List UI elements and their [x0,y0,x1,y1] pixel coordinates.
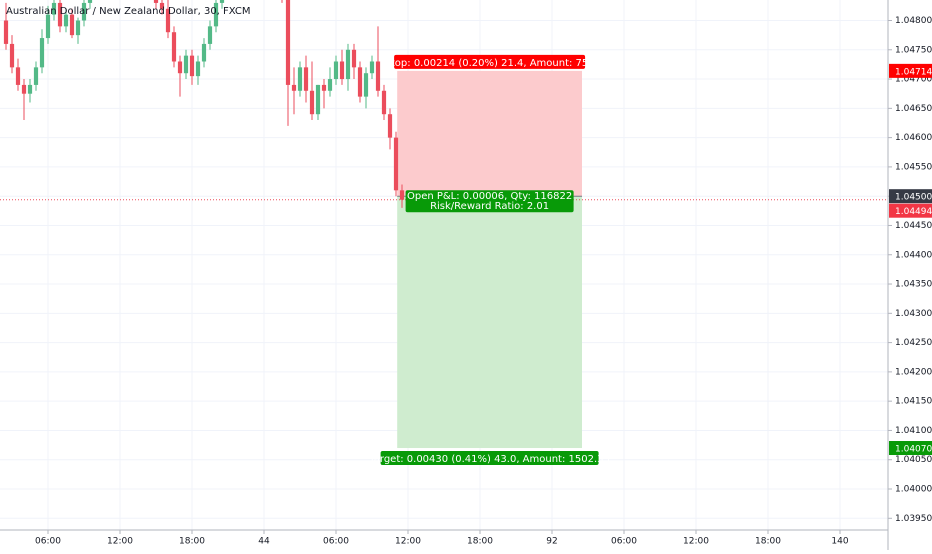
candle-body [297,67,303,91]
x-tick-label: 44 [258,537,270,547]
y-tick-label: 1.04100 [895,426,932,436]
candle-body [87,0,93,3]
candles [3,0,405,208]
target-zone [397,196,582,449]
y-tick-label: 1.04400 [895,250,932,260]
entry-price-tag: 1.04500 [895,193,932,203]
candle-body [57,2,63,27]
candle-body [213,2,219,27]
candle-body [351,49,357,68]
candle-body [195,61,201,77]
x-tick-label: 92 [546,537,557,547]
y-tick-label: 1.04700 [895,75,932,85]
candle-body [9,43,15,68]
candle-body [39,38,45,68]
pnl-box [405,190,574,213]
x-tick-label: 06:00 [35,537,61,547]
candle-body [15,67,21,85]
candle-body [321,84,327,91]
candle-body [81,2,87,21]
y-tick-label: 1.04450 [895,221,932,231]
candle-body [3,20,9,44]
candle-body [171,32,177,62]
y-tick-label: 1.04600 [895,133,932,143]
x-tick-label: 18:00 [755,537,781,547]
last-price-tag-box [889,203,932,218]
candle-body [183,55,189,74]
y-tick-label: 1.04250 [895,338,932,348]
candle-body [291,84,297,91]
candle-body [303,67,309,91]
candle-body [27,84,33,94]
candle-body [21,84,27,94]
pnl-label: Open P&L: 0.00006, Qty: 116822 [407,191,572,202]
candle-body [165,8,171,33]
candle-body [357,67,363,97]
candle-body [333,61,339,80]
candle-body [315,84,321,115]
stop-label: Stop: 0.00214 (0.20%) 21.4, Amount: 750 [385,58,595,69]
candle-body [33,67,39,85]
entry-price-tag-box [889,189,932,204]
x-tick-label: 140 [831,537,848,547]
stop-zone [397,70,582,197]
x-tick-label: 12:00 [395,537,421,547]
stop-label-box [394,54,586,69]
target-label: Target: 0.00430 (0.41%) 43.0, Amount: 15… [368,454,610,465]
y-tick-label: 1.04050 [895,455,932,465]
candle-body [177,61,183,74]
x-tick-label: 12:00 [683,537,709,547]
axes: 1.04800 1.04750 1.04700 1.04650 1.04600 1.045… [35,16,932,547]
candle-body [375,61,381,91]
chart-title: Australian Dollar / New Zealand Dollar, … [6,6,251,17]
x-tick-label: 06:00 [611,537,637,547]
candle-body [207,26,213,44]
x-tick-label: 06:00 [323,537,349,547]
y-tick-label: 1.03950 [895,514,932,524]
target-price-tag: 1.04070 [895,445,932,455]
candle-body [399,190,405,200]
candle-body [309,90,315,115]
overlay-labels: Stop: 0.00214 (0.20%) 21.4, Amount: 750 O… [0,54,888,466]
target-label-box [380,451,599,466]
candle-body [369,61,375,74]
candle-body [345,49,351,80]
candle-body [201,43,207,62]
y-tick-label: 1.04150 [895,397,932,407]
y-tick-label: 1.04550 [895,162,932,172]
candle-body [189,55,195,77]
candle-body [393,137,399,191]
stop-price-tag: 1.04714 [895,67,932,77]
last-price-tag: 1.04494 [895,207,932,217]
candle-body [339,61,345,80]
target-price-tag-box [889,441,932,456]
y-tick-label: 1.04350 [895,280,932,290]
candle-body [219,0,225,3]
candle-body [75,20,81,36]
candle-body [285,0,291,85]
candle-body [69,14,75,36]
candle-body [63,14,69,27]
x-tick-label: 18:00 [179,537,205,547]
candle-body [363,73,369,97]
candle-body [45,14,51,39]
y-tick-label: 1.04650 [895,104,932,114]
candle-body [153,0,159,3]
y-tick-label: 1.04300 [895,309,932,319]
stop-price-tag-box [889,63,932,78]
x-tick-label: 18:00 [467,537,493,547]
candle-body [387,114,393,138]
candle-body [327,79,333,91]
y-tick-label: 1.04000 [895,485,932,495]
y-tick-label: 1.04750 [895,45,932,55]
y-tick-label: 1.04800 [895,16,932,26]
x-tick-label: 12:00 [107,537,133,547]
candle-body [159,2,165,9]
candle-body [51,2,57,15]
candle-body [381,90,387,115]
y-tick-label: 1.04200 [895,367,932,377]
ratio-label: Risk/Reward Ratio: 2.01 [430,201,549,212]
position-tool [397,70,582,449]
